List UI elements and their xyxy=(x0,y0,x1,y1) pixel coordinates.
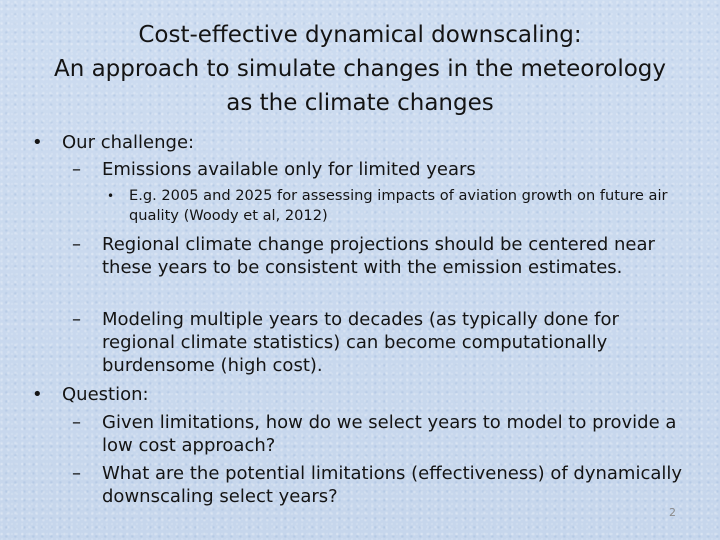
subbullet-given: – Given limitations, how do we select ye… xyxy=(72,411,686,457)
dash-marker: – xyxy=(72,463,81,484)
subbullet-text: Modeling multiple years to decades (as t… xyxy=(102,309,619,376)
bullet-marker: • xyxy=(32,384,43,405)
page-number: 2 xyxy=(669,506,676,519)
dash-marker: – xyxy=(72,412,81,433)
bullet-challenge: • Our challenge: xyxy=(32,131,195,154)
bullet-marker: • xyxy=(32,132,43,153)
bullet-question: • Question: xyxy=(32,383,149,406)
slide-title: Cost-effective dynamical downscaling: An… xyxy=(30,18,690,120)
subsubbullet-example: • E.g. 2005 and 2025 for assessing impac… xyxy=(107,186,702,226)
subbullet-text: Given limitations, how do we select year… xyxy=(102,412,677,456)
title-line-2: An approach to simulate changes in the m… xyxy=(53,56,667,82)
dash-marker: – xyxy=(72,234,81,255)
bullet-marker: • xyxy=(107,189,115,203)
subbullet-emissions: – Emissions available only for limited y… xyxy=(72,158,686,181)
dash-marker: – xyxy=(72,309,81,330)
bullet-text: Our challenge: xyxy=(62,132,195,153)
subbullet-potential: – What are the potential limitations (ef… xyxy=(72,462,686,508)
subsubbullet-text: E.g. 2005 and 2025 for assessing impacts… xyxy=(129,187,668,224)
subbullet-text: What are the potential limitations (effe… xyxy=(102,463,683,507)
subbullet-regional: – Regional climate change projections sh… xyxy=(72,233,686,279)
title-line-1: Cost-effective dynamical downscaling: xyxy=(138,22,582,48)
subbullet-text: Emissions available only for limited yea… xyxy=(102,159,476,180)
dash-marker: – xyxy=(72,159,81,180)
subbullet-modeling: – Modeling multiple years to decades (as… xyxy=(72,308,686,377)
title-line-3: as the climate changes xyxy=(226,90,494,116)
subbullet-text: Regional climate change projections shou… xyxy=(102,234,655,278)
bullet-text: Question: xyxy=(62,384,149,405)
